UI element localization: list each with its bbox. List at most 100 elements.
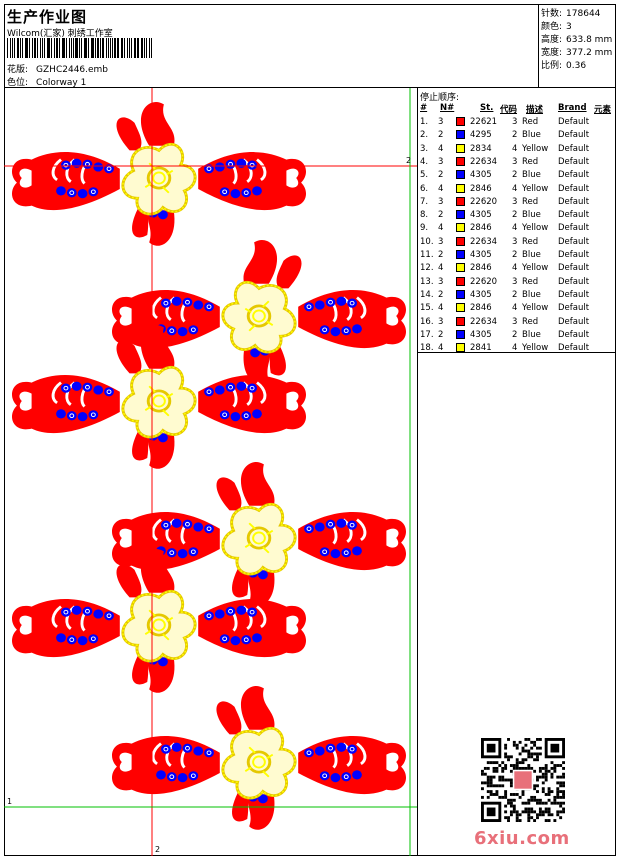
row-description: Blue xyxy=(522,250,541,260)
row-stitches: 22621 xyxy=(470,117,498,127)
colorway-row: 色位: Colorway 1 xyxy=(7,75,86,88)
qr-module xyxy=(509,784,513,788)
qr-module xyxy=(501,784,505,788)
barcode-bar xyxy=(127,38,129,58)
qr-module xyxy=(507,816,510,820)
qr-module xyxy=(518,766,522,770)
qr-module xyxy=(486,778,490,782)
row-brand: Default xyxy=(558,196,590,207)
qr-module xyxy=(524,749,528,753)
qr-module xyxy=(547,813,551,817)
qr-module xyxy=(544,769,548,773)
qr-module xyxy=(556,781,560,785)
qr-module xyxy=(527,819,531,822)
table-row: 17. 2 4305 2 Blue Default xyxy=(420,329,614,342)
qr-module xyxy=(544,793,548,796)
qr-module xyxy=(544,819,548,822)
qr-module xyxy=(495,769,499,773)
qr-module xyxy=(504,778,508,782)
color-swatch xyxy=(456,130,465,140)
color-swatch xyxy=(456,250,465,259)
row-stitches: 4305 xyxy=(470,329,492,340)
qr-module xyxy=(553,769,557,773)
qr-module xyxy=(541,813,545,817)
qr-module xyxy=(538,766,542,770)
row-description: Red xyxy=(522,236,539,247)
qr-module xyxy=(538,810,542,814)
stat-row: 比例: 0.36 xyxy=(541,58,586,71)
company-name: Wilcom(汇家) 刺绣工作室 xyxy=(7,29,113,39)
qr-module xyxy=(518,819,522,822)
row-brand: Default xyxy=(558,223,590,234)
qr-module xyxy=(527,813,531,817)
row-index: 3. xyxy=(420,143,429,154)
color-swatch xyxy=(456,117,465,126)
qr-module xyxy=(559,804,563,808)
qr-module xyxy=(481,795,484,799)
qr-module xyxy=(512,793,516,796)
embroidery-design xyxy=(4,88,417,856)
table-row: 3. 4 2834 4 Yellow Default xyxy=(420,143,614,156)
colorway-value: Colorway 1 xyxy=(36,78,87,88)
qr-module xyxy=(515,758,519,762)
qr-module xyxy=(489,775,493,779)
design-file-label: 花版: xyxy=(7,65,29,75)
row-stitches: 22620 xyxy=(470,196,498,207)
qr-module xyxy=(509,810,513,814)
qr-module xyxy=(530,816,534,820)
stats-panel xyxy=(539,4,616,88)
barcode-bar xyxy=(100,38,102,58)
row-needle: 3 xyxy=(438,156,444,167)
row-needle: 4 xyxy=(438,223,444,234)
row-needle: 3 xyxy=(438,117,444,127)
qr-module xyxy=(524,743,528,747)
qr-module xyxy=(533,743,537,747)
barcode-bar xyxy=(65,38,67,58)
qr-module xyxy=(533,740,537,744)
barcode-bar xyxy=(122,38,124,58)
design-file-value: GZHC2446.emb xyxy=(36,65,109,75)
row-description: Red xyxy=(522,117,539,127)
qr-module xyxy=(536,755,539,759)
qr-module xyxy=(504,790,508,794)
qr-module xyxy=(489,761,493,765)
qr-module xyxy=(541,766,545,770)
color-swatch xyxy=(456,223,465,233)
qr-module xyxy=(562,793,565,796)
barcode-bar xyxy=(34,38,37,58)
qr-module xyxy=(515,793,519,796)
row-description: Red xyxy=(522,276,539,287)
qr-module xyxy=(530,807,534,811)
qr-module xyxy=(559,801,563,805)
color-swatch xyxy=(456,343,465,353)
row-brand: Default xyxy=(558,250,590,260)
qr-module xyxy=(483,766,487,770)
table-row: 15. 4 2846 4 Yellow Default xyxy=(420,302,614,315)
stat-value: 178644 xyxy=(566,9,601,19)
qr-module xyxy=(483,781,487,785)
qr-module xyxy=(489,781,493,785)
stat-label: 颜色: xyxy=(541,22,563,32)
qr-module xyxy=(553,819,557,822)
row-needle: 2 xyxy=(438,289,444,300)
qr-module xyxy=(524,738,528,741)
qr-module xyxy=(538,813,542,817)
color-swatch xyxy=(456,143,465,153)
qr-module xyxy=(533,752,537,756)
row-stitches: 2846 xyxy=(470,223,492,234)
qr-module xyxy=(512,743,516,747)
color-swatch xyxy=(456,289,465,299)
qr-module xyxy=(562,775,565,779)
qr-module xyxy=(547,819,551,822)
qr-module xyxy=(530,752,534,756)
qr-module xyxy=(544,810,548,814)
qr-module xyxy=(541,781,545,785)
qr-module xyxy=(486,781,490,785)
colorway-label: 色位: xyxy=(7,78,29,88)
barcode-bar xyxy=(12,38,13,58)
qr-module xyxy=(553,795,557,799)
col-header-element: 元素 xyxy=(594,105,612,115)
qr-module xyxy=(547,787,551,791)
qr-module xyxy=(559,790,563,794)
barcode-bar xyxy=(68,38,71,58)
